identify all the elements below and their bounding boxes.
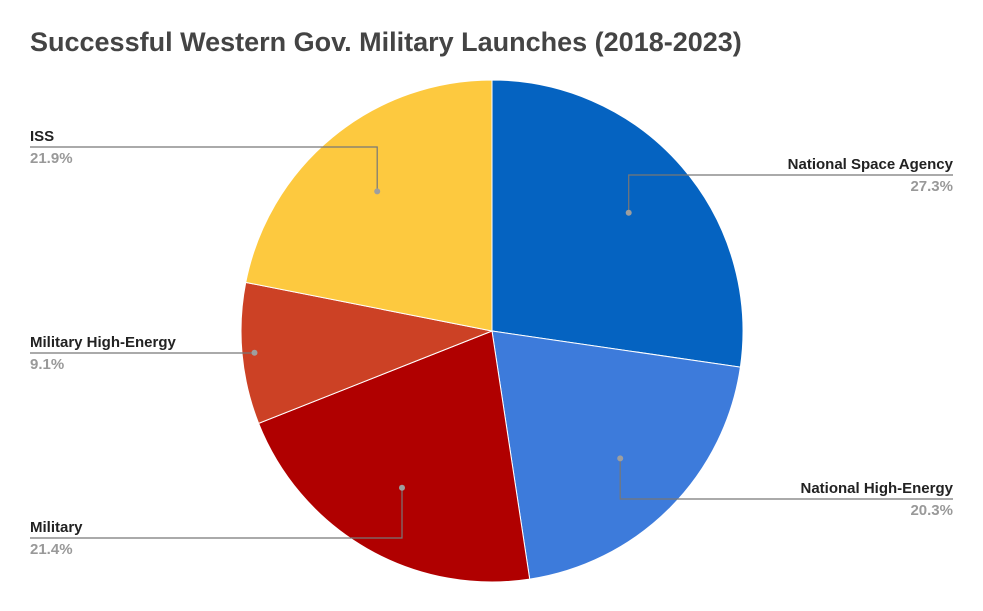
leader-dot-military-high-energy (251, 349, 258, 356)
pie-slice-iss (245, 79, 493, 332)
slice-percent-iss: 21.9% (30, 150, 73, 167)
leader-dot-iss (374, 188, 381, 195)
slice-label-national-space-agency: National Space Agency (788, 156, 954, 173)
slice-labels: National Space Agency 27.3% National High-… (30, 128, 954, 558)
pie-slices (240, 79, 744, 583)
slice-label-iss: ISS (30, 128, 54, 145)
slice-percent-military: 21.4% (30, 541, 73, 558)
slice-percent-military-high-energy: 9.1% (30, 356, 64, 373)
slice-percent-national-space-agency: 27.3% (910, 178, 953, 195)
chart-title: Successful Western Gov. Military Launche… (30, 27, 742, 57)
leader-dot-national-space-agency (625, 209, 632, 216)
pie-slice-military-high-energy (240, 281, 494, 425)
leader-line-national-high-energy (619, 458, 953, 500)
leader-line-national-space-agency (628, 174, 953, 213)
pie-slice-national-high-energy (491, 330, 741, 580)
leader-dot-military (399, 484, 405, 491)
leader-line-iss (30, 146, 378, 192)
pie-slice-national-space-agency (491, 79, 744, 368)
leader-dot-national-high-energy (617, 455, 624, 462)
slice-label-military-high-energy: Military High-Energy (30, 334, 177, 351)
slice-label-military: Military (30, 519, 83, 536)
label-leader-lines (30, 146, 953, 539)
slice-label-national-high-energy: National High-Energy (800, 480, 953, 497)
pie-slice-military (257, 330, 531, 583)
leader-line-military (30, 487, 403, 539)
slice-percent-national-high-energy: 20.3% (910, 502, 953, 519)
